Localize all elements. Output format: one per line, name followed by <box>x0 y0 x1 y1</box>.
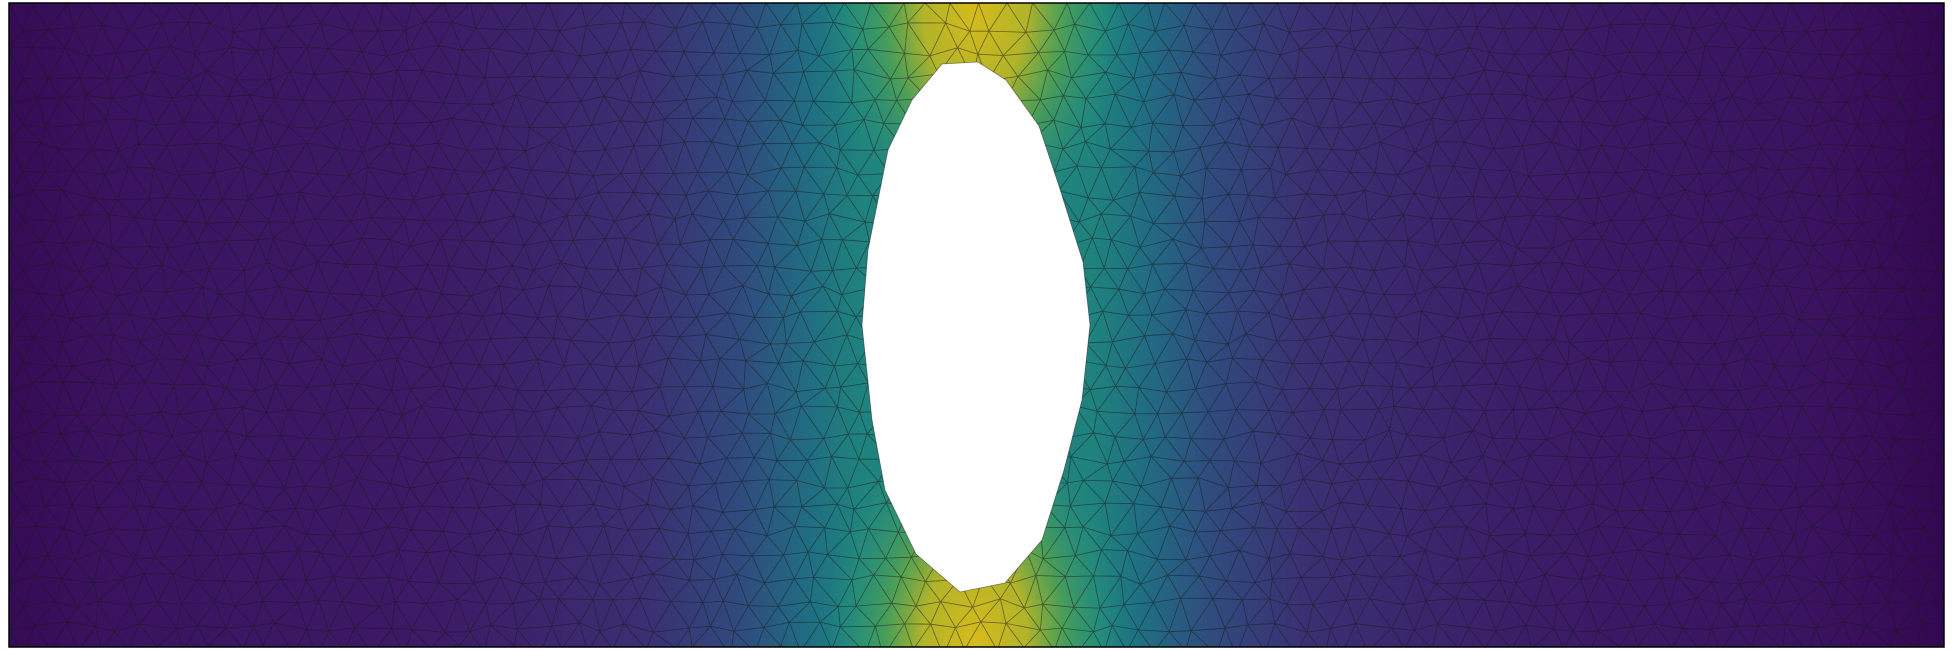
elliptical-hole <box>861 61 1091 593</box>
plate-border <box>8 2 1945 648</box>
